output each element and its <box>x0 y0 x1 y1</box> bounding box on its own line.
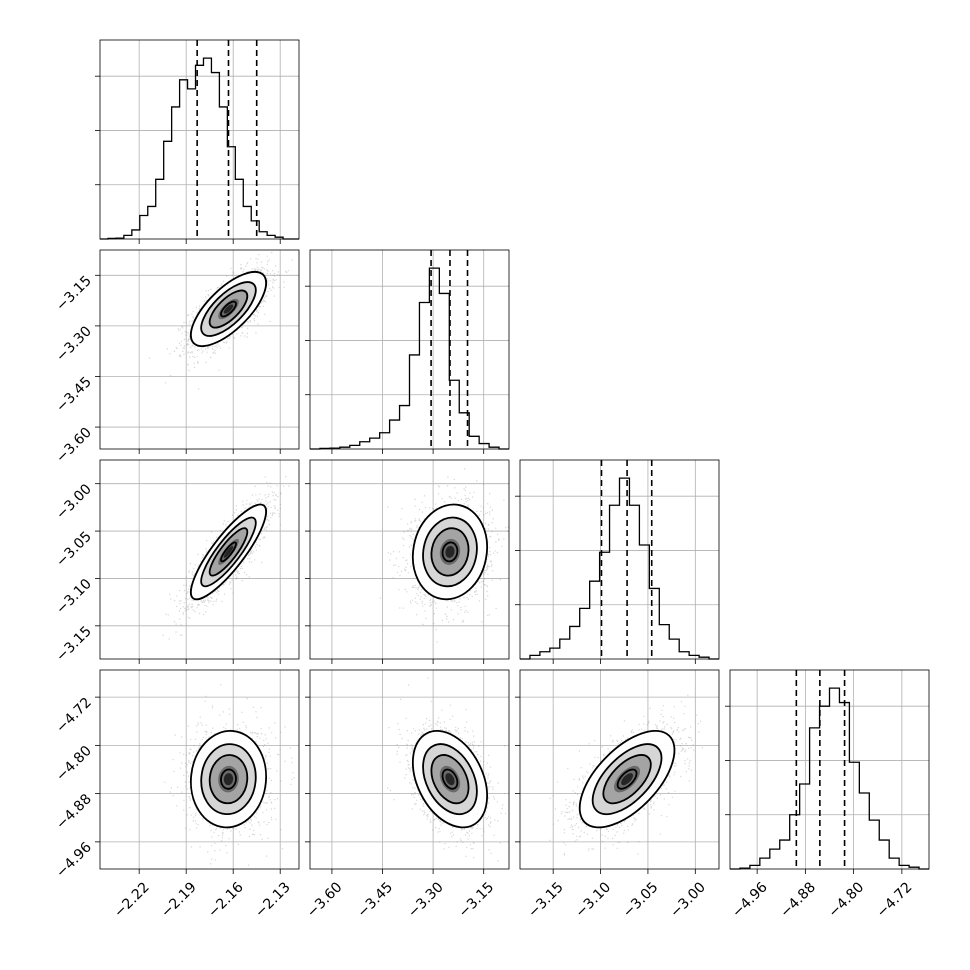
contour-line-0-1-3 <box>220 300 237 318</box>
histogram-steps-2 <box>520 477 719 660</box>
xtick-label-3-2: −4.80 <box>826 879 868 921</box>
ytick-label-2-1: −3.10 <box>53 576 95 618</box>
contour-line-1-2-0 <box>411 503 488 601</box>
xtick-label-0-3: −2.13 <box>252 879 294 921</box>
hist-frame-1 <box>309 249 510 450</box>
contour-line-1-2-3 <box>441 541 459 563</box>
contour-line-2-3-1 <box>591 743 663 816</box>
scatter-panel-0-3 <box>99 669 300 870</box>
hist-frame-2 <box>519 459 720 660</box>
xtick-label-0-1: −2.19 <box>158 879 200 921</box>
contour-line-1-3-1 <box>422 743 478 816</box>
xtick-label-1-0: −3.60 <box>304 879 346 921</box>
panel-frame-0-2 <box>99 459 300 660</box>
scatter-panel-1-2 <box>309 459 510 660</box>
panel-frame-0-3 <box>99 669 300 870</box>
panel-content-0-1 <box>148 250 293 390</box>
contour-line-0-1-2 <box>208 289 249 329</box>
contour-line-1-2-1 <box>422 516 478 588</box>
hist-frame-3 <box>729 669 930 870</box>
contour-line-0-2-1 <box>200 516 257 588</box>
contour-line-1-3-0 <box>411 730 488 829</box>
xtick-label-0-2: −2.16 <box>205 879 247 921</box>
ytick-label-3-3: −4.72 <box>53 695 95 737</box>
panel-frame-0-1 <box>99 249 300 450</box>
density-fill-0-3-4 <box>223 773 234 786</box>
contour-line-0-3-2 <box>208 754 249 805</box>
xtick-label-3-3: −4.72 <box>874 879 916 921</box>
ytick-label-1-1: −3.45 <box>53 374 95 416</box>
histogram-panel-0 <box>95 39 300 240</box>
contour-line-0-1-1 <box>200 281 257 337</box>
histogram-steps-3 <box>730 687 929 870</box>
contour-line-0-3-0 <box>189 730 267 829</box>
panel-content-0-2 <box>162 476 290 640</box>
contour-line-1-3-2 <box>430 754 470 805</box>
contour-line-0-2-0 <box>189 503 267 601</box>
ytick-label-2-2: −3.05 <box>53 529 95 571</box>
xtick-label-0-0: −2.22 <box>111 879 153 921</box>
ytick-label-2-3: −3.00 <box>53 481 95 523</box>
density-fill-2-3-4 <box>621 773 634 786</box>
contour-line-2-3-0 <box>578 730 676 829</box>
contour-line-0-3-1 <box>200 743 257 816</box>
xtick-label-2-1: −3.10 <box>573 879 615 921</box>
scatter-panel-2-3 <box>519 669 720 870</box>
density-fill-1-2-4 <box>445 545 455 558</box>
density-fill-0-1-4 <box>223 304 234 314</box>
panel-frame-1-3 <box>309 669 510 870</box>
histogram-panel-1 <box>305 249 510 450</box>
xtick-label-2-2: −3.05 <box>620 879 662 921</box>
xtick-label-3-0: −4.96 <box>729 879 771 921</box>
xtick-label-1-3: −3.15 <box>456 879 498 921</box>
panel-frame-2-3 <box>519 669 720 870</box>
ytick-label-1-3: −3.15 <box>53 273 95 315</box>
density-fill-1-3-4 <box>445 773 455 786</box>
ytick-label-2-0: −3.15 <box>53 623 95 665</box>
density-fill-0-2-4 <box>223 545 234 558</box>
contour-line-0-3-3 <box>220 768 237 790</box>
contour-line-1-3-3 <box>441 768 459 790</box>
contour-line-2-3-2 <box>602 754 652 805</box>
xtick-label-2-0: −3.15 <box>525 879 567 921</box>
ytick-label-3-1: −4.88 <box>53 791 95 833</box>
xtick-label-3-1: −4.88 <box>777 879 819 921</box>
histogram-panel-3 <box>725 669 930 870</box>
contour-line-1-2-2 <box>430 527 470 577</box>
scatter-panel-0-2 <box>99 459 300 660</box>
contour-line-0-2-2 <box>208 527 249 577</box>
histogram-steps-1 <box>310 267 509 450</box>
contour-line-0-2-3 <box>220 541 237 563</box>
ytick-label-3-2: −4.80 <box>53 743 95 785</box>
histogram-steps-0 <box>100 57 299 240</box>
scatter-points-1-3 <box>387 677 507 862</box>
panel-content-1-3 <box>387 677 507 862</box>
panel-frame-1-2 <box>309 459 510 660</box>
contour-line-2-3-3 <box>616 768 638 790</box>
ytick-label-1-2: −3.30 <box>53 323 95 365</box>
contour-line-0-1-0 <box>189 271 267 348</box>
xtick-label-1-1: −3.45 <box>354 879 396 921</box>
panel-content-0-3 <box>164 684 295 866</box>
ytick-label-3-0: −4.96 <box>53 839 95 881</box>
panel-content-2-3 <box>549 694 704 856</box>
scatter-panel-1-3 <box>309 669 510 870</box>
panel-content-1-2 <box>379 468 509 643</box>
xtick-label-1-2: −3.30 <box>405 879 447 921</box>
histogram-panel-2 <box>515 459 720 660</box>
scatter-panel-0-1 <box>99 249 300 450</box>
ytick-label-1-0: −3.60 <box>53 425 95 467</box>
xtick-label-2-3: −3.00 <box>667 879 709 921</box>
hist-frame-0 <box>99 39 300 240</box>
